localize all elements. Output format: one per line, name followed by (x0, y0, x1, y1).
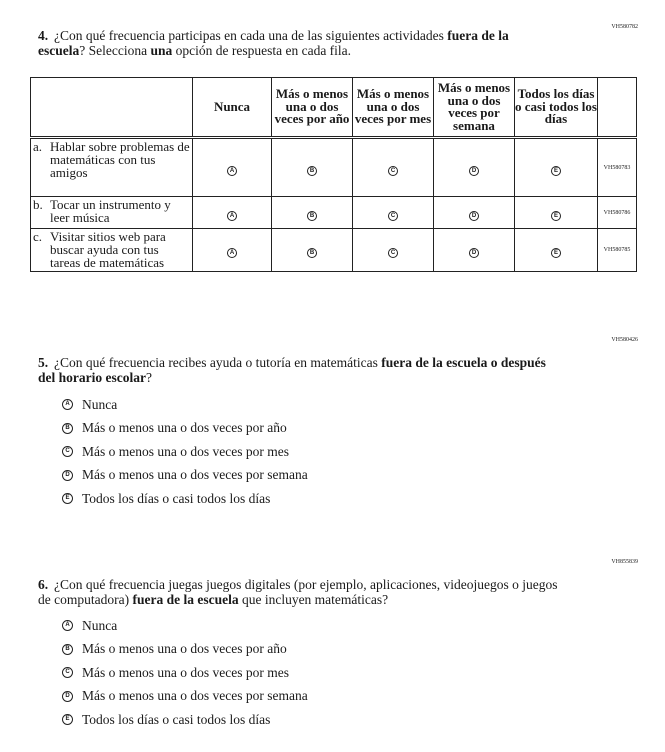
table-row: c. Visitar sitios web para buscar ayuda c… (30, 228, 637, 272)
answer-bubble-c[interactable]: C (62, 667, 73, 679)
answer-option[interactable]: E Todos los días o casi todos los días (62, 487, 308, 511)
answer-bubble-b[interactable]: B (62, 643, 73, 655)
answer-bubble-b[interactable]: B (62, 422, 73, 434)
answer-bubble-d[interactable]: D (469, 210, 479, 221)
question-5: 5. ¿Con qué frecuencia recibes ayuda o tu… (38, 355, 546, 385)
frequency-matrix: Nunca Más o menos una o dos veces por añ… (30, 77, 637, 272)
answer-bubble-e[interactable]: E (62, 493, 73, 505)
table-row: b. Tocar un instrumento y leer música A B C D… (30, 196, 637, 229)
table-row: a. Hablar sobre problemas de matemáticas … (30, 137, 637, 197)
item-code: VH580426 (611, 337, 638, 343)
answer-bubble-a[interactable]: A (227, 248, 237, 258)
option-label: Nunca (82, 396, 118, 412)
row-code: VH580785 (597, 228, 637, 272)
column-header: Más o menos una o dos veces por semana (433, 77, 515, 139)
question-number: 4. (38, 28, 49, 43)
answer-option[interactable]: D Más o menos una o dos veces por semana (62, 464, 308, 488)
answer-bubble-c[interactable]: C (388, 248, 398, 258)
answer-bubble-b[interactable]: B (307, 248, 317, 258)
answer-bubble-a[interactable]: A (62, 399, 73, 411)
answer-option[interactable]: A Nunca (62, 393, 308, 417)
answer-option[interactable]: C Más o menos una o dos veces por mes (62, 661, 308, 685)
answer-bubble-a[interactable]: A (227, 165, 237, 176)
answer-bubble-a[interactable]: A (227, 210, 237, 221)
option-label: Más o menos una o dos veces por año (82, 641, 287, 657)
row-code: VH580783 (597, 137, 637, 197)
row-code: VH580786 (597, 196, 637, 229)
row-label: b. Tocar un instrumento y leer música (30, 196, 193, 229)
option-label: Todos los días o casi todos los días (82, 711, 271, 727)
answer-bubble-c[interactable]: C (62, 446, 73, 458)
answer-bubble-e[interactable]: E (551, 165, 561, 176)
answer-bubble-e[interactable]: E (551, 248, 561, 258)
answer-option[interactable]: C Más o menos una o dos veces por mes (62, 440, 308, 464)
option-label: Más o menos una o dos veces por mes (82, 443, 289, 459)
answer-bubble-b[interactable]: B (307, 165, 317, 176)
answer-bubble-b[interactable]: B (307, 210, 317, 221)
option-label: Más o menos una o dos veces por semana (82, 688, 308, 704)
answer-bubble-d[interactable]: D (469, 165, 479, 176)
answer-bubble-d[interactable]: D (62, 469, 73, 481)
item-code: VH580782 (611, 24, 638, 30)
answer-option[interactable]: B Más o menos una o dos veces por año (62, 417, 308, 441)
item-code: VH855839 (611, 559, 638, 565)
option-label: Más o menos una o dos veces por año (82, 420, 287, 436)
answer-bubble-c[interactable]: C (388, 210, 398, 221)
answer-option[interactable]: B Más o menos una o dos veces por año (62, 638, 308, 662)
question-6: 6. ¿Con qué frecuencia juegas juegos digi… (38, 577, 558, 607)
column-header: Más o menos una o dos veces por año (271, 77, 353, 139)
question-5-options: A Nunca B Más o menos una o dos veces por a… (62, 393, 308, 511)
answer-bubble-a[interactable]: A (62, 620, 73, 632)
column-header: Todos los días o casi todos los días (514, 77, 598, 139)
answer-bubble-e[interactable]: E (551, 210, 561, 221)
question-6-options: A Nunca B Más o menos una o dos veces por a… (62, 614, 308, 732)
row-label: a. Hablar sobre problemas de matemáticas … (30, 137, 193, 197)
option-label: Más o menos una o dos veces por mes (82, 664, 289, 680)
question-4: 4. ¿Con qué frecuencia participas en cada… (38, 28, 509, 58)
column-header: Nunca (192, 77, 272, 139)
answer-option[interactable]: D Más o menos una o dos veces por semana (62, 685, 308, 709)
answer-bubble-d[interactable]: D (469, 248, 479, 258)
answer-option[interactable]: A Nunca (62, 614, 308, 638)
answer-bubble-c[interactable]: C (388, 165, 398, 176)
answer-bubble-e[interactable]: E (62, 714, 73, 726)
option-label: Más o menos una o dos veces por semana (82, 467, 308, 483)
option-label: Todos los días o casi todos los días (82, 490, 271, 506)
column-header: Más o menos una o dos veces por mes (352, 77, 434, 139)
option-label: Nunca (82, 617, 118, 633)
answer-option[interactable]: E Todos los días o casi todos los días (62, 708, 308, 732)
answer-bubble-d[interactable]: D (62, 690, 73, 702)
row-label: c. Visitar sitios web para buscar ayuda c… (30, 228, 193, 272)
